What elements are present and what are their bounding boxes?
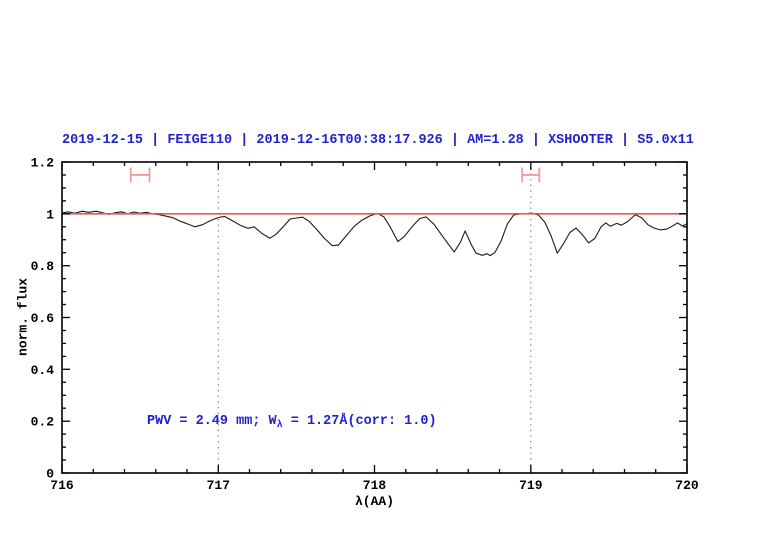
- pwv-annotation: PWV = 2.49 mm; Wλ = 1.27Å(corr: 1.0): [147, 414, 437, 431]
- y-tick-label-1.2: 1.2: [31, 156, 55, 171]
- interval-marker-1: [129, 167, 151, 183]
- y-tick-label-0.4: 0.4: [31, 363, 55, 378]
- y-tick-label-0.6: 0.6: [31, 311, 55, 326]
- y-tick-label-0.2: 0.2: [31, 415, 55, 430]
- x-tick-label-720: 720: [675, 478, 699, 493]
- y-tick-label-0.8: 0.8: [31, 259, 55, 274]
- x-tick-label-719: 719: [519, 478, 543, 493]
- x-tick-label-716: 716: [50, 478, 74, 493]
- interval-marker-2: [521, 167, 541, 183]
- x-axis-label: λ(AA): [354, 494, 394, 509]
- y-tick-label-0: 0: [46, 467, 54, 482]
- axis-ticks: [61, 161, 688, 474]
- pwv-annotation-text: PWV = 2.49 mm; W: [147, 414, 277, 429]
- pwv-annotation-value: = 1.27Å(corr: 1.0): [282, 414, 437, 429]
- x-tick-label-718: 718: [363, 478, 387, 493]
- x-tick-label-717: 717: [207, 478, 230, 493]
- plot-title: 2019-12-15 | FEIGE110 | 2019-12-16T00:38…: [62, 133, 694, 148]
- spectrum-line: [61, 210, 688, 257]
- y-axis-label: norm. flux: [15, 277, 31, 357]
- y-tick-label-1: 1: [46, 207, 54, 222]
- lambda-subscript: λ: [276, 420, 283, 431]
